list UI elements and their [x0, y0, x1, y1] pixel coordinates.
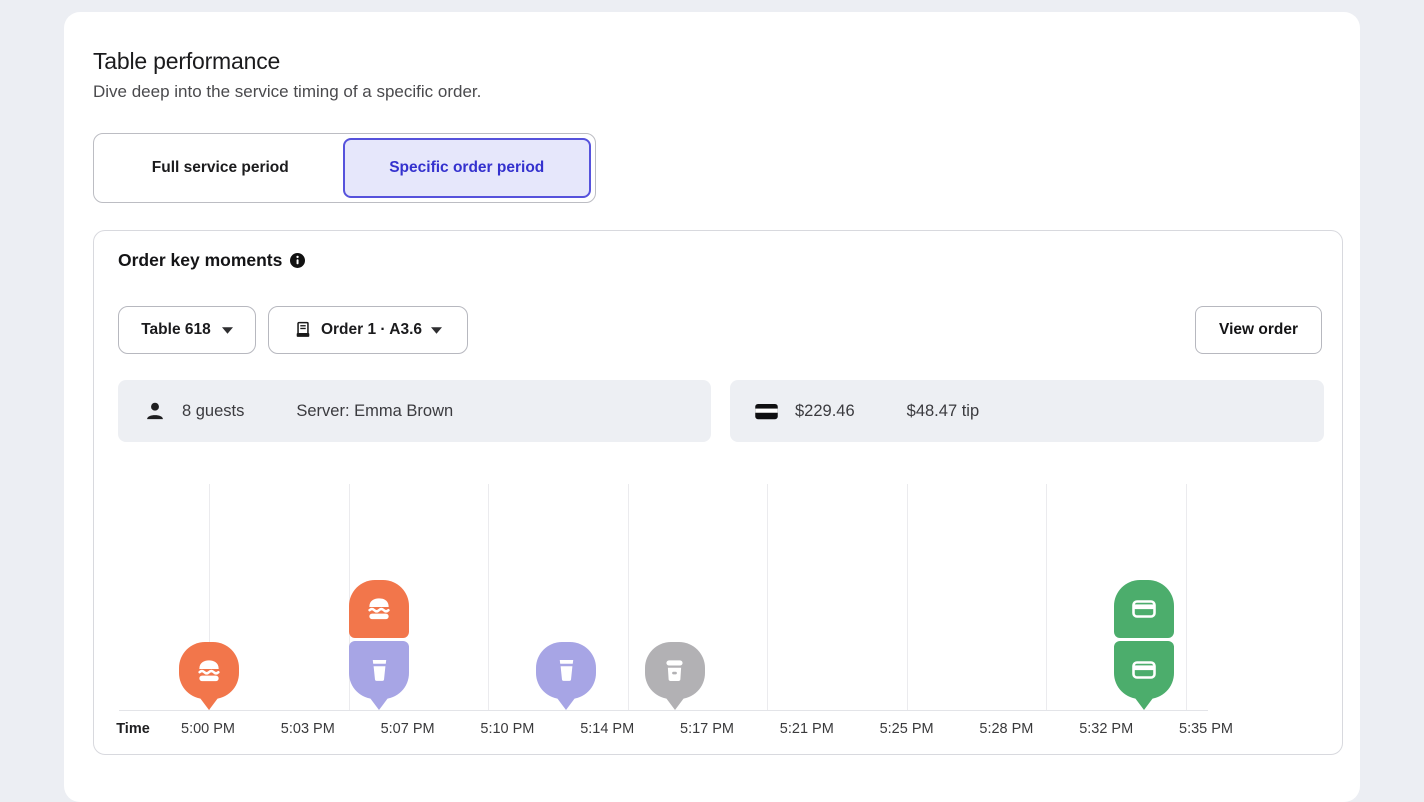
credit-card-icon	[755, 403, 778, 419]
tab-specific-order-period[interactable]: Specific order period	[342, 138, 591, 198]
check-event-segment	[644, 642, 705, 699]
event-marker[interactable]	[644, 642, 705, 710]
tip-amount: $48.47 tip	[906, 401, 980, 420]
credit-card-icon	[1131, 600, 1156, 618]
order-dropdown[interactable]: Order 1 · A3.6	[268, 306, 468, 354]
chevron-down-icon	[221, 326, 233, 334]
drink-glass-icon	[559, 660, 573, 681]
time-axis-label: Time	[116, 721, 150, 737]
period-toggle: Full service period Specific order perio…	[93, 133, 596, 203]
tab-full-service-period[interactable]: Full service period	[151, 159, 289, 176]
server-name: Server: Emma Brown	[296, 401, 454, 420]
order-dropdown-value: Order 1 · A3.6	[320, 321, 423, 338]
burger-icon	[198, 659, 220, 681]
pin-tip	[1134, 698, 1153, 710]
guests-info-bar: 8 guests Server: Emma Brown	[118, 380, 711, 442]
drink-event-segment	[349, 641, 410, 699]
guest-count: 8 guests	[182, 401, 245, 420]
payment-event-segment	[1113, 580, 1174, 638]
event-marker[interactable]	[536, 642, 597, 710]
time-tick-label: 5:32 PM	[1079, 721, 1134, 737]
time-tick-label: 5:03 PM	[280, 721, 335, 737]
food-event-segment	[349, 580, 410, 638]
chart-gridline	[906, 484, 908, 710]
chevron-down-icon	[431, 326, 443, 334]
chart-gridline	[348, 484, 350, 710]
chart-baseline	[119, 710, 1208, 711]
time-tick-label: 5:28 PM	[979, 721, 1034, 737]
card-header: Order key moments	[118, 250, 306, 271]
chart-gridline	[627, 484, 629, 710]
chart-gridline	[767, 484, 768, 710]
chart-gridline	[1046, 484, 1047, 710]
pin-tip	[200, 698, 218, 710]
main-panel: Table performance Dive deep into the ser…	[64, 12, 1360, 802]
time-tick-label: 5:25 PM	[879, 721, 934, 737]
drink-glass-icon	[372, 659, 386, 681]
order-total: $229.46	[795, 401, 855, 420]
burger-icon	[368, 598, 390, 620]
payment-info-bar: $229.46 $48.47 tip	[730, 380, 1324, 442]
pin-tip	[557, 698, 576, 710]
person-icon	[147, 402, 163, 420]
order-key-moments-card: Order key moments Table 618 Order 1 · A3…	[93, 230, 1343, 755]
event-marker[interactable]	[349, 580, 410, 710]
time-tick-label: 5:14 PM	[580, 721, 635, 737]
payment-event-segment	[1113, 641, 1174, 699]
credit-card-icon	[1131, 661, 1156, 679]
time-tick-label: 5:07 PM	[380, 721, 435, 737]
view-order-button[interactable]: View order	[1195, 306, 1322, 354]
pin-tip	[370, 698, 389, 710]
pin-tip	[665, 698, 684, 710]
drink-event-segment	[536, 642, 597, 699]
page-subtitle: Dive deep into the service timing of a s…	[93, 82, 482, 101]
table-dropdown[interactable]: Table 618	[118, 306, 256, 354]
time-tick-label: 5:17 PM	[680, 721, 734, 737]
card-title: Order key moments	[118, 250, 283, 270]
event-marker[interactable]	[179, 642, 239, 710]
food-event-segment	[179, 642, 239, 699]
info-icon[interactable]	[290, 253, 306, 268]
chart-gridline	[1185, 484, 1187, 710]
chart-gridline	[209, 484, 210, 710]
time-tick-label: 5:21 PM	[779, 721, 834, 737]
receipt-icon	[296, 321, 310, 337]
time-tick-label: 5:35 PM	[1179, 721, 1233, 737]
event-marker[interactable]	[1113, 580, 1174, 710]
page-title: Table performance	[93, 48, 281, 74]
table-dropdown-value: Table 618	[141, 321, 211, 338]
time-tick-label: 5:10 PM	[480, 721, 535, 737]
check-box-icon	[666, 660, 684, 681]
order-timeline-chart: Time 5:00 PM 5:03 PM 5:07 PM 5:10 PM 5:14 PM 5…	[94, 481, 1344, 756]
chart-gridline	[488, 484, 489, 710]
time-tick-label: 5:00 PM	[181, 721, 235, 737]
